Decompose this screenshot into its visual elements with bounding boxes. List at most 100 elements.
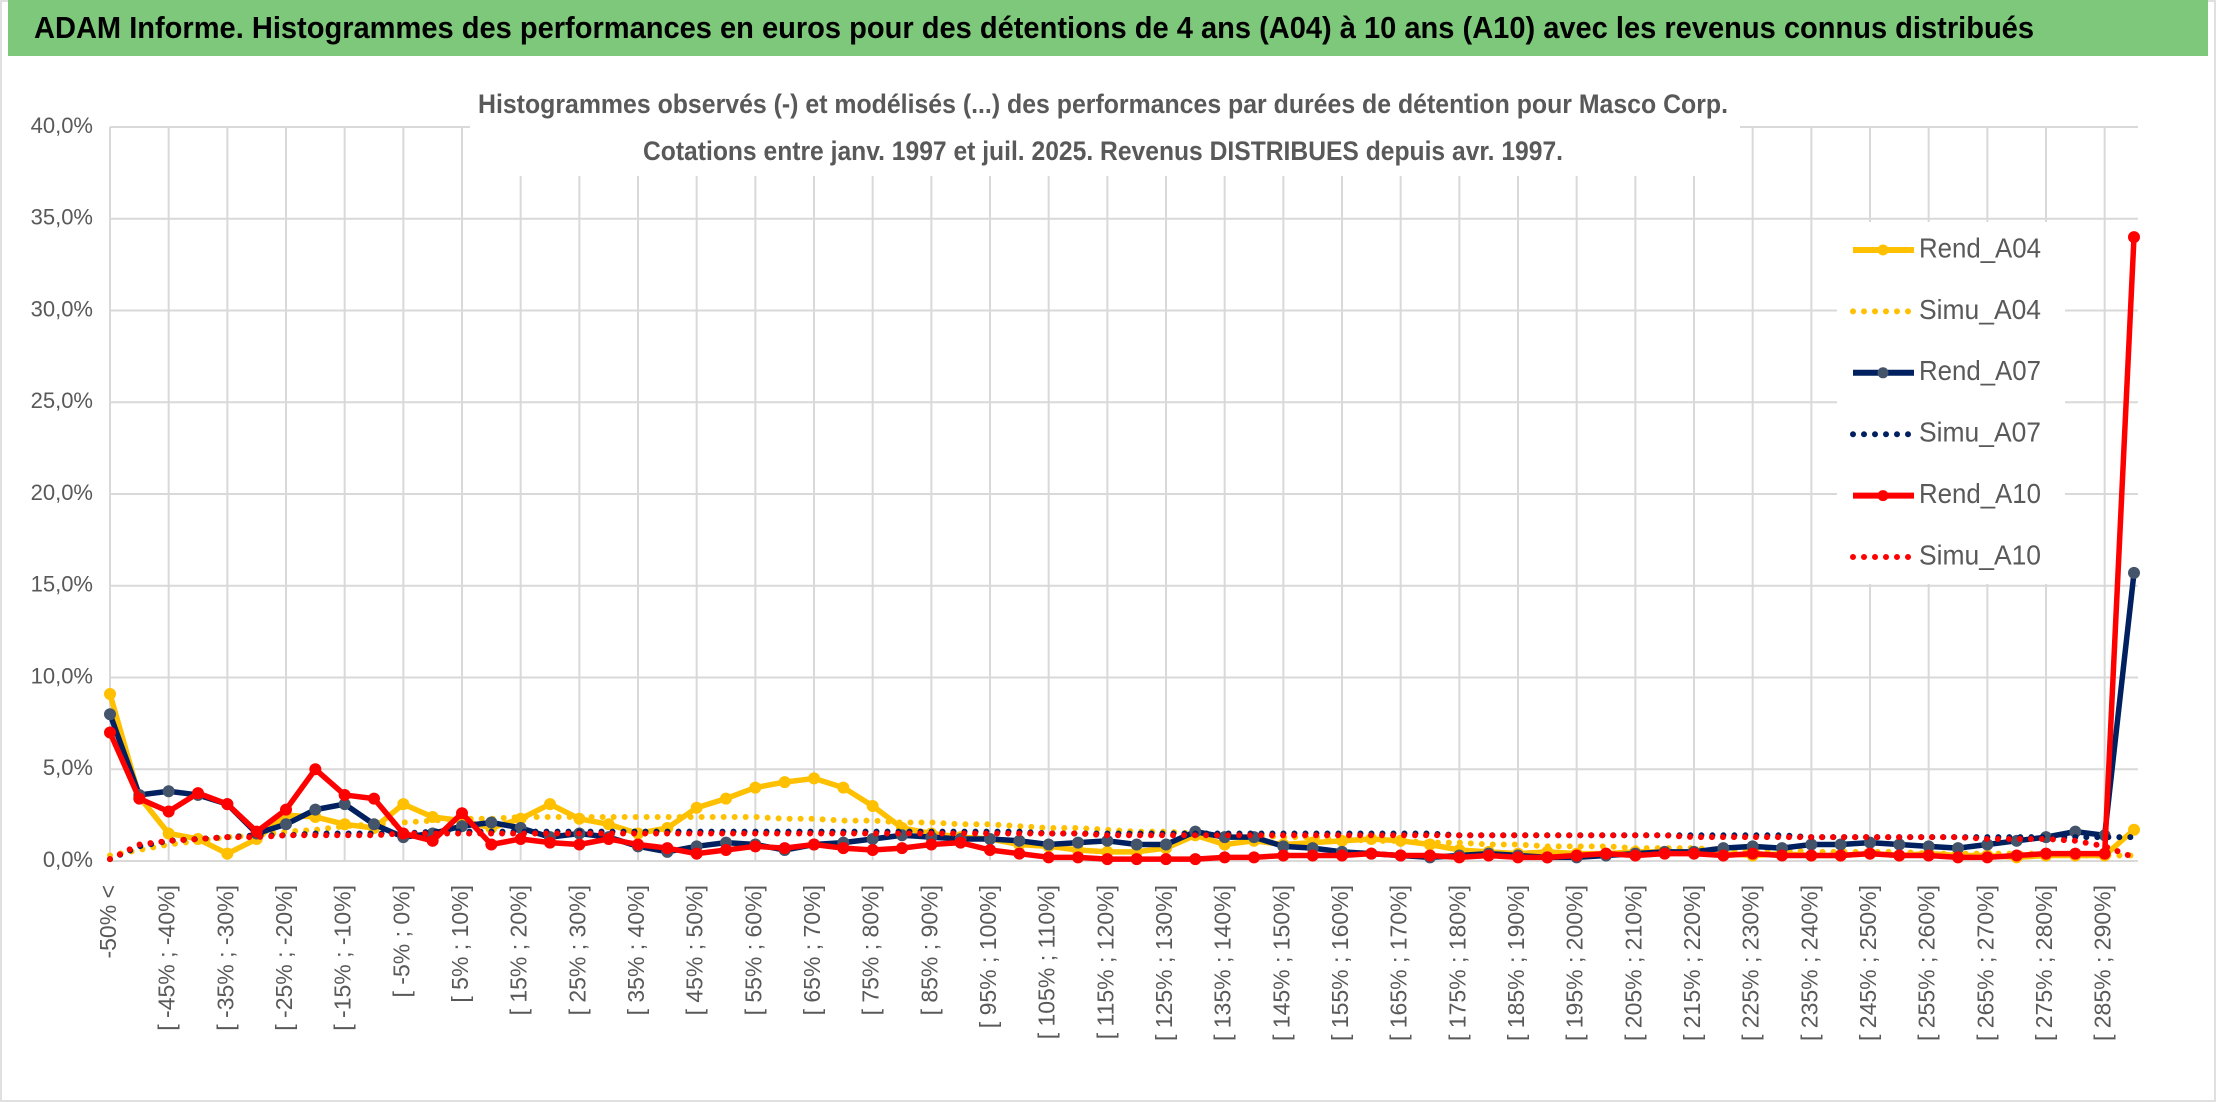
data-point (1482, 849, 1495, 862)
x-tick-label: [ 215% ; 220%] (1679, 885, 1705, 1041)
data-point (1248, 851, 1260, 864)
data-point (1189, 853, 1202, 866)
data-point (2128, 823, 2140, 836)
x-tick-label: [ 55% ; 60%] (740, 885, 766, 1015)
data-point (1394, 849, 1407, 862)
data-point (1834, 849, 1847, 862)
x-tick-label: [ -45% ; -40%] (154, 885, 180, 1031)
data-point (749, 781, 762, 794)
data-point (309, 803, 322, 816)
data-point (192, 787, 204, 800)
data-point (2010, 849, 2023, 862)
x-tick-label: [ 285% ; 290%] (2090, 885, 2116, 1041)
data-point (573, 838, 586, 851)
data-point (896, 842, 908, 855)
data-point (661, 842, 674, 855)
data-point (485, 816, 498, 829)
data-point (280, 818, 292, 831)
x-tick-label: [ 185% ; 190%] (1503, 885, 1529, 1041)
data-point (690, 801, 703, 814)
x-tick-label: [ 175% ; 180%] (1444, 885, 1470, 1041)
x-tick-label: [ 35% ; 40%] (623, 885, 649, 1015)
x-tick-label: [ 45% ; 50%] (682, 885, 708, 1015)
y-tick-label: 15,0% (31, 572, 93, 597)
data-point (426, 834, 439, 847)
y-tick-label: 5,0% (43, 755, 93, 780)
data-point (280, 803, 292, 816)
x-tick-label: [ 65% ; 70%] (799, 885, 825, 1015)
data-point (397, 798, 410, 811)
plot (104, 231, 2140, 866)
data-point (602, 818, 615, 831)
data-point (309, 763, 322, 776)
data-point (2040, 847, 2052, 860)
y-tick-label: 25,0% (31, 388, 93, 413)
x-tick-label: [ 265% ; 270%] (1972, 885, 1998, 1041)
x-tick-label: [ 135% ; 140%] (1210, 885, 1236, 1041)
x-tick-label: [ 275% ; 280%] (2031, 885, 2057, 1041)
x-tick-label: [ 195% ; 200%] (1562, 885, 1588, 1041)
data-point (104, 726, 116, 739)
data-point (1101, 853, 1114, 866)
x-tick-label: [ -35% ; -30%] (212, 885, 238, 1031)
data-point (1013, 847, 1026, 860)
data-point (368, 792, 380, 805)
data-point (808, 772, 820, 785)
data-point (1042, 838, 1055, 851)
series-line (107, 830, 2137, 863)
x-tick-label: [ 205% ; 210%] (1620, 885, 1646, 1041)
data-point (162, 827, 175, 840)
data-point (866, 843, 879, 856)
data-point (1306, 849, 1319, 862)
data-point (1130, 838, 1143, 851)
data-point (632, 838, 644, 851)
data-point (925, 838, 938, 851)
data-point (808, 838, 820, 851)
data-point (1424, 849, 1436, 862)
data-point (485, 838, 498, 851)
data-point (1042, 851, 1055, 864)
x-tick-label: [ 145% ; 150%] (1268, 885, 1294, 1041)
legend-label: Rend_A07 (1919, 355, 2041, 386)
legend-marker (1877, 244, 1889, 256)
chart-title: ADAM Informe. Histogrammes des performan… (34, 10, 2034, 45)
y-tick-label: 30,0% (31, 296, 93, 321)
data-point (1922, 849, 1935, 862)
data-point (2128, 231, 2140, 244)
legend-label: Rend_A04 (1919, 232, 2041, 263)
data-point (1688, 847, 1700, 860)
y-tick-label: 40,0% (31, 113, 93, 138)
data-point (1013, 834, 1026, 847)
x-tick-label: [ 125% ; 130%] (1151, 885, 1177, 1041)
data-point (690, 847, 703, 860)
data-point (1365, 847, 1378, 860)
data-point (1629, 849, 1642, 862)
data-point (1805, 849, 1818, 862)
data-point (1717, 849, 1730, 862)
data-point (778, 776, 791, 789)
legend-label: Simu_A04 (1919, 294, 2041, 325)
data-point (778, 842, 791, 855)
data-point (1453, 851, 1466, 864)
data-point (104, 688, 116, 701)
data-point (1541, 851, 1554, 864)
data-point (1072, 851, 1084, 864)
data-point (1805, 838, 1818, 851)
data-point (1570, 849, 1583, 862)
data-point (1130, 853, 1143, 866)
x-tick-label: [ 245% ; 250%] (1855, 885, 1881, 1041)
x-tick-label: [ 25% ; 30%] (564, 885, 590, 1015)
data-point (1072, 836, 1084, 849)
x-tick-label: [ 5% ; 10%] (447, 885, 473, 1003)
data-point (1834, 838, 1847, 851)
data-point (1776, 849, 1788, 862)
data-point (2128, 566, 2140, 579)
data-point (1512, 851, 1524, 864)
data-point (720, 843, 732, 856)
data-point (954, 836, 967, 849)
series-line (107, 234, 2137, 862)
data-point (1218, 851, 1231, 864)
chart-subtitle: Cotations entre janv. 1997 et juil. 2025… (643, 136, 1563, 166)
x-tick-label: [ -25% ; -20%] (271, 885, 297, 1031)
